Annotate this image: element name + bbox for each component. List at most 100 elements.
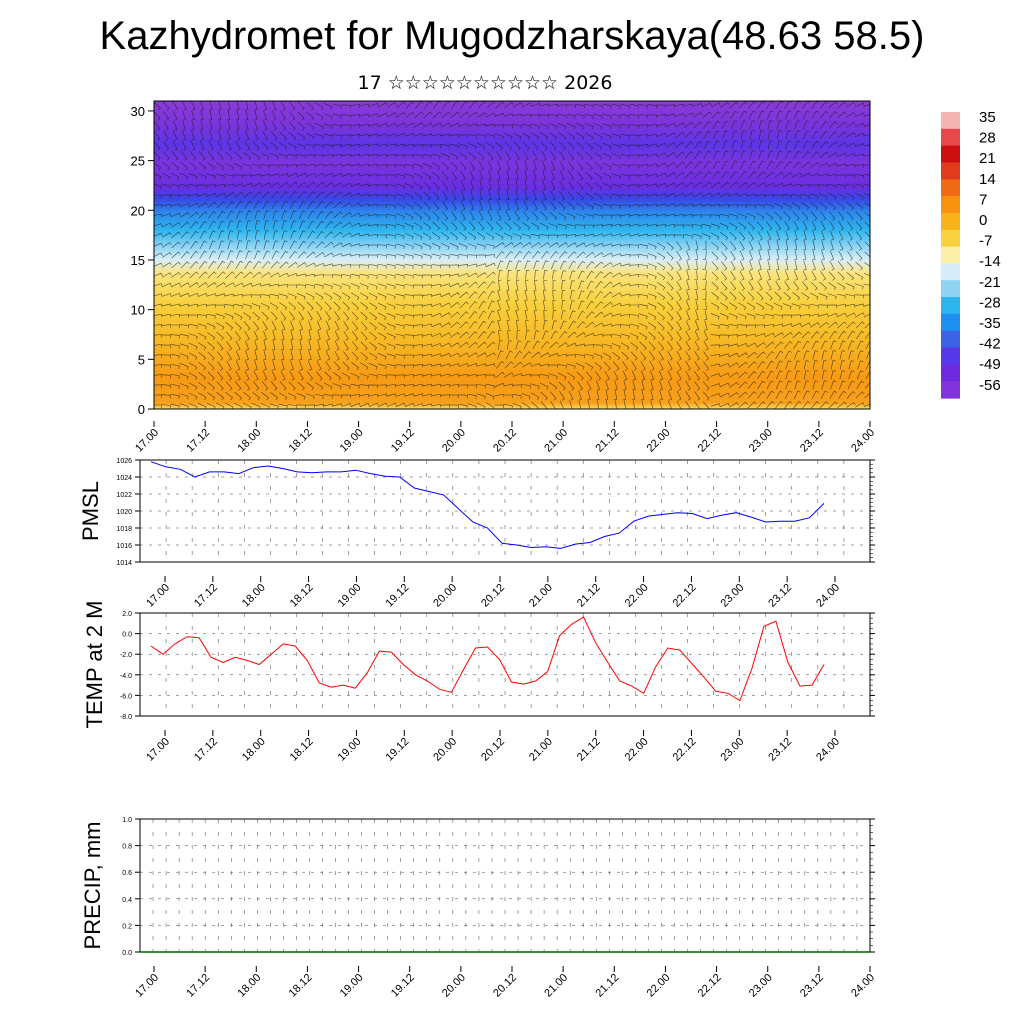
pmsl-ytick-label: 1024 [116, 475, 132, 482]
colorbar-label: -7 [979, 233, 992, 250]
colorbar-swatch [941, 313, 960, 332]
precip-xtick-label: 22.12 [696, 972, 724, 1000]
pmsl-series-line [150, 461, 825, 549]
precip-ytick-label: 0.0 [122, 950, 132, 957]
colorbar-label: 35 [979, 109, 996, 126]
pmsl-xtick-label: 19.00 [336, 582, 364, 610]
pmsl-ytick-label: 1022 [116, 492, 132, 499]
temp-xtick-label: 18.00 [240, 736, 268, 764]
heatmap-xtick-label: 19.00 [338, 427, 366, 455]
pmsl-ytick-label: 1026 [116, 458, 132, 465]
colorbar-label: -28 [979, 294, 1001, 311]
heatmap-xtick-label: 23.00 [747, 427, 775, 455]
heatmap-xtick-label: 19.12 [389, 427, 417, 455]
precip-xtick-label: 20.00 [440, 972, 468, 1000]
temp-xtick-label: 22.00 [623, 736, 651, 764]
temp-ytick-label: -2.0 [120, 652, 132, 659]
colorbar-label: 14 [979, 171, 996, 188]
temp-ylabel: TEMP at 2 M [82, 601, 107, 729]
colorbar-label: -49 [979, 356, 1001, 373]
colorbar-swatch [941, 145, 960, 164]
temp-ytick-label: -4.0 [120, 673, 132, 680]
pmsl-xtick-label: 23.12 [766, 582, 794, 610]
heatmap-xtick-label: 17.00 [133, 427, 161, 455]
heatmap-xtick-label: 20.12 [491, 427, 519, 455]
pmsl-xtick-label: 21.12 [575, 582, 603, 610]
temp-series-line [150, 616, 825, 702]
precip-ytick-label: 0.2 [122, 923, 132, 930]
temp-ytick-label: -8.0 [120, 714, 132, 721]
precip-ylabel: PRECIP, mm [80, 822, 105, 950]
chart-subtitle: 17 ☆☆☆☆☆☆☆☆☆☆ 2026 [357, 72, 613, 94]
temp-xtick-label: 17.00 [144, 736, 172, 764]
temp-xtick-label: 21.00 [527, 736, 555, 764]
colorbar-swatch [941, 330, 960, 349]
precip-xtick-label: 23.00 [747, 972, 775, 1000]
precip-xtick-label: 22.00 [645, 972, 673, 1000]
colorbar-swatch [941, 196, 960, 214]
heatmap-xtick-label: 21.12 [593, 427, 621, 455]
pmsl-ytick-label: 1018 [116, 526, 132, 533]
precip-xtick-label: 20.12 [491, 972, 519, 1000]
heatmap-xtick-label: 22.12 [696, 427, 724, 455]
heatmap-xtick-label: 21.00 [542, 427, 570, 455]
heatmap-ytick-label: 5 [138, 352, 145, 367]
colorbar-swatch [941, 364, 960, 382]
pmsl-ytick-label: 1020 [116, 509, 132, 516]
heatmap-ytick-label: 10 [131, 303, 145, 318]
precip-xtick-label: 21.12 [593, 972, 621, 1000]
chart-title: Kazhydromet for Mugodzharskaya(48.63 58.… [99, 14, 925, 58]
temp-xtick-label: 19.12 [383, 736, 411, 764]
temp-xtick-label: 20.00 [431, 736, 459, 764]
colorbar: 35 28 21 14 7 0 -7 -14 -21 -28 -35 -42 -49 -56 [941, 109, 1001, 399]
temp-ytick-label: 0.0 [122, 632, 132, 639]
precip-xtick-label: 24.00 [849, 972, 877, 1000]
heatmap-ytick-label: 20 [131, 203, 145, 218]
heatmap-xtick-label: 20.00 [440, 427, 468, 455]
colorbar-label: 0 [979, 212, 987, 229]
pmsl-ytick-label: 1014 [116, 560, 132, 567]
wind-barb-lines [154, 101, 870, 409]
pmsl-xtick-label: 18.00 [240, 582, 268, 610]
precip-ytick-label: 0.4 [122, 897, 132, 904]
precip-xtick-label: 23.12 [798, 972, 826, 1000]
colorbar-label: -35 [979, 315, 1001, 332]
pmsl-xtick-label: 23.00 [718, 582, 746, 610]
colorbar-label: 28 [979, 130, 996, 147]
colorbar-label: 21 [979, 150, 996, 167]
colorbar-swatch [941, 347, 960, 365]
colorbar-swatch [941, 381, 960, 399]
colorbar-swatch [941, 263, 960, 281]
pmsl-xtick-label: 21.00 [527, 582, 555, 610]
temp-ytick-label: -6.0 [120, 693, 132, 700]
temp-xtick-label: 18.12 [288, 736, 316, 764]
colorbar-label: -14 [979, 253, 1001, 270]
heatmap-frame [153, 100, 871, 410]
temp-ytick-label: 2.0 [122, 611, 132, 618]
precip-xtick-label: 17.12 [184, 972, 212, 1000]
heatmap-field [154, 101, 870, 409]
pmsl-xtick-label: 22.00 [623, 582, 651, 610]
temp-xtick-label: 21.12 [575, 736, 603, 764]
precip-xtick-label: 18.12 [287, 972, 315, 1000]
pmsl-xtick-label: 24.00 [814, 582, 842, 610]
temp-xtick-label: 23.12 [766, 736, 794, 764]
temp-xtick-label: 20.12 [479, 736, 507, 764]
heatmap-ytick-label: 15 [131, 253, 145, 268]
precip-xtick-label: 19.00 [338, 972, 366, 1000]
heatmap-ytick-label: 0 [138, 402, 145, 417]
pmsl-panel: 1014 1016 1018 1020 1022 1024 1026 PMSL 17.00 17.… [78, 458, 875, 610]
wind-barbs [154, 101, 870, 409]
temp-xtick-label: 19.00 [336, 736, 364, 764]
temp-panel: -8.0 -6.0 -4.0 -2.0 0.0 2.0 TEMP at 2 M 17.00 17… [82, 601, 875, 764]
precip-xtick-label: 21.00 [542, 972, 570, 1000]
heatmap-ytick-label: 30 [131, 104, 145, 119]
precip-panel: 0.0 0.2 0.4 0.6 0.8 1.0 PRECIP, mm 17.00 17.12 18… [80, 817, 877, 1000]
colorbar-swatch [941, 280, 960, 298]
heatmap-xtick-label: 24.00 [849, 427, 877, 455]
pmsl-xtick-label: 17.12 [192, 582, 220, 610]
heatmap-panel: 0 5 10 15 20 25 30 17.00 17.12 18.00 18.12 19.00 19.… [131, 100, 877, 455]
colorbar-label: -56 [979, 377, 1001, 394]
pmsl-xtick-label: 18.12 [288, 582, 316, 610]
